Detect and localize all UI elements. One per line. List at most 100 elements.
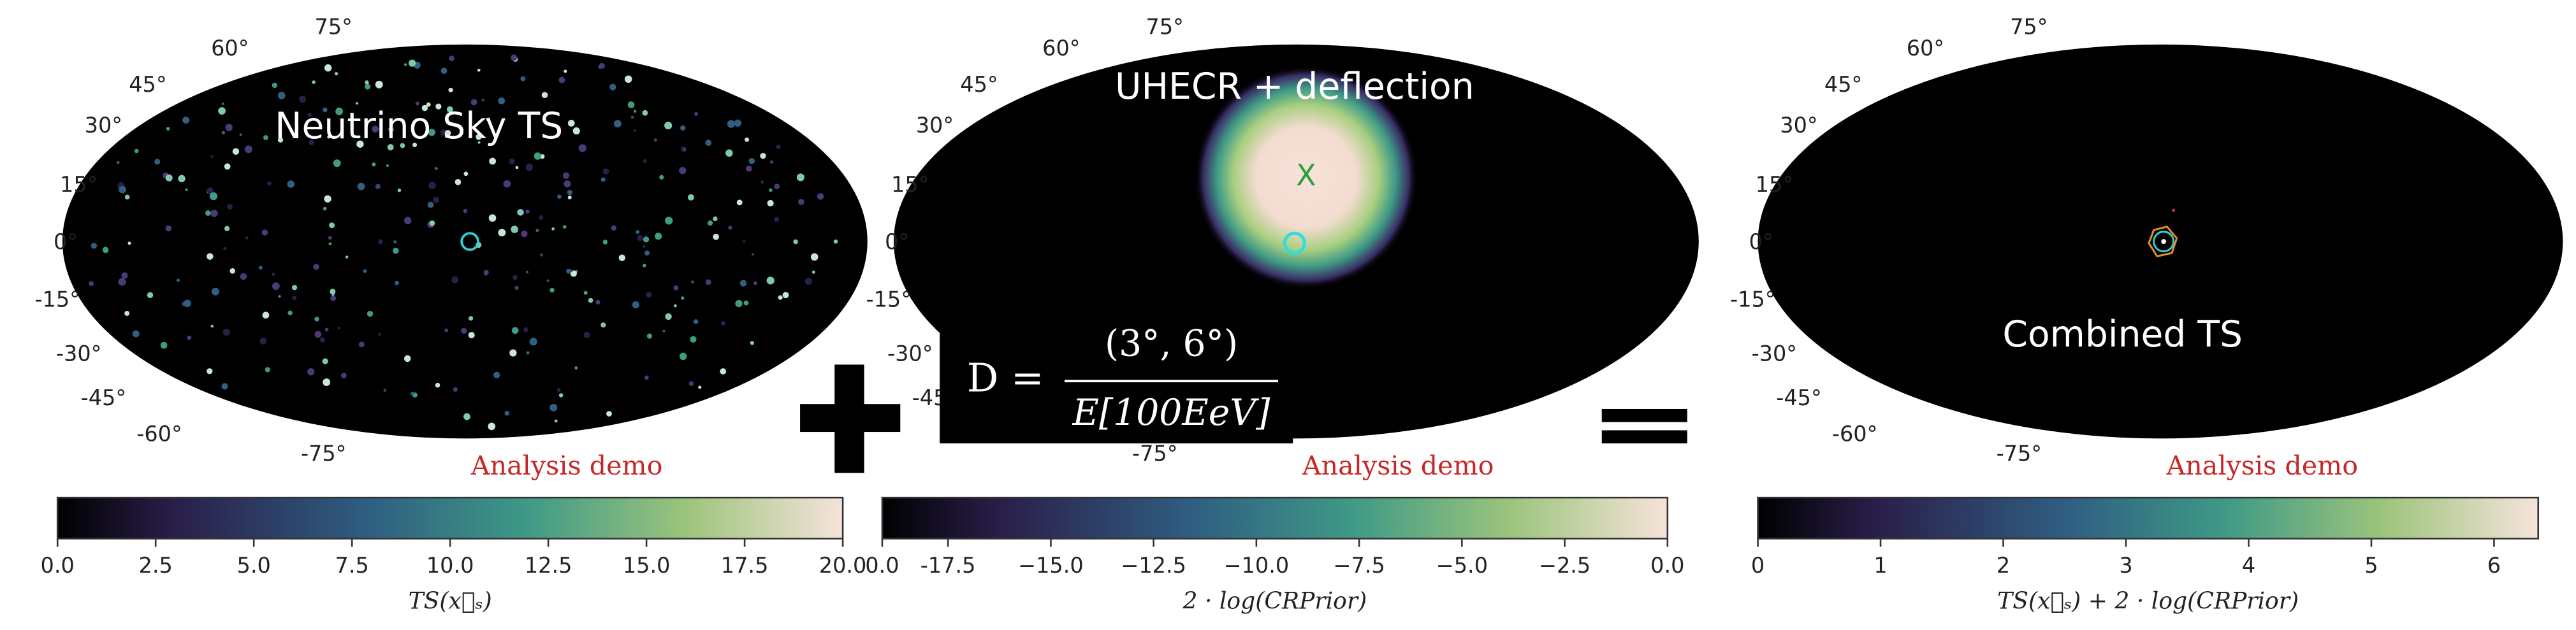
latitude-label: -15° xyxy=(1730,287,1775,311)
neutrino-hotspot xyxy=(91,243,98,249)
neutrino-hotspot xyxy=(470,99,477,106)
neutrino-hotspot xyxy=(498,229,506,237)
latitude-label: 60° xyxy=(211,36,249,61)
neutrino-hotspot xyxy=(566,268,571,274)
neutrino-hotspot xyxy=(229,268,235,274)
neutrino-hotspot xyxy=(118,278,126,286)
neutrino-hotspot xyxy=(680,147,685,150)
neutrino-hotspot xyxy=(323,206,327,211)
neutrino-hotspot xyxy=(205,210,211,216)
neutrino-hotspot xyxy=(567,195,572,200)
neutrino-hotspot xyxy=(796,173,804,182)
neutrino-hotspot xyxy=(600,322,606,328)
neutrino-hotspot xyxy=(782,292,789,299)
neutrino-hotspot xyxy=(751,253,755,256)
neutrino-hotspot xyxy=(211,287,219,296)
neutrino-hotspot xyxy=(277,92,286,99)
neutrino-hotspot xyxy=(817,193,824,200)
neutrino-hotspot xyxy=(312,80,316,84)
neutrino-hotspot xyxy=(221,383,228,390)
neutrino-hotspot xyxy=(330,295,337,301)
neutrino-hotspot xyxy=(705,279,711,285)
latitude-label: 0° xyxy=(1749,229,1773,254)
neutrino-hotspot xyxy=(644,250,650,256)
neutrino-hotspot xyxy=(760,153,766,159)
neutrino-hotspot xyxy=(258,266,263,270)
neutrino-hotspot xyxy=(165,225,172,232)
neutrino-hotspot xyxy=(331,293,335,296)
neutrino-hotspot xyxy=(512,275,518,280)
neutrino-hotspot xyxy=(461,327,467,334)
neutrino-hotspot xyxy=(539,215,544,220)
neutrino-hotspot xyxy=(309,140,315,146)
neutrino-hotspot xyxy=(427,201,434,208)
neutrino-hotspot xyxy=(679,167,687,175)
neutrino-hotspot xyxy=(330,289,336,295)
neutrino-hotspot xyxy=(244,145,252,154)
source-circle xyxy=(460,232,479,251)
colorbar-label: TS(x⃗ₛ) + 2 · log(CRPrior) xyxy=(1997,588,2299,615)
latitude-label: 30° xyxy=(1780,113,1817,138)
latitude-label: -75° xyxy=(1132,441,1177,466)
neutrino-hotspot xyxy=(535,229,539,233)
neutrino-hotspot xyxy=(372,162,376,167)
neutrino-hotspot xyxy=(673,285,679,291)
neutrino-hotspot xyxy=(600,177,606,182)
neutrino-hotspot xyxy=(222,329,230,336)
neutrino-hotspot xyxy=(609,83,616,90)
neutrino-hotspot xyxy=(503,180,511,188)
colorbar-tick-label: 5 xyxy=(2364,553,2378,578)
neutrino-hotspot xyxy=(357,182,365,190)
neutrino-hotspot xyxy=(187,335,192,340)
neutrino-hotspot xyxy=(448,87,453,92)
neutrino-hotspot xyxy=(769,160,774,164)
colorbar-tick-label: −2.5 xyxy=(1539,553,1590,578)
neutrino-hotspot xyxy=(778,295,783,300)
latitude-label: 15° xyxy=(891,172,929,197)
neutrino-hotspot xyxy=(602,240,608,245)
neutrino-hotspot xyxy=(334,71,338,76)
neutrino-hotspot xyxy=(319,337,326,343)
latitude-label: 45° xyxy=(960,72,998,97)
neutrino-hotspot xyxy=(232,148,240,155)
neutrino-hotspot xyxy=(486,117,491,122)
colorbar-tick-label: 0.0 xyxy=(865,553,899,578)
neutrino-hotspot xyxy=(262,311,270,319)
neutrino-hotspot xyxy=(435,382,440,388)
neutrino-hotspot xyxy=(119,185,126,194)
neutrino-hotspot xyxy=(426,102,431,107)
neutrino-hotspot xyxy=(225,124,233,131)
plus-sign xyxy=(800,404,901,433)
colorbar-tick-label: 1 xyxy=(1874,553,1887,578)
neutrino-hotspot xyxy=(333,159,341,168)
neutrino-hotspot xyxy=(504,410,510,416)
neutrino-hotspot xyxy=(811,270,815,274)
neutrino-hotspot xyxy=(434,166,438,171)
neutrino-hotspot xyxy=(636,230,640,234)
colorbar xyxy=(1757,496,2540,540)
colorbar-tick-label: 17.5 xyxy=(721,553,769,578)
neutrino-hotspot xyxy=(209,192,218,201)
latitude-label: -30° xyxy=(56,341,101,366)
neutrino-hotspot xyxy=(400,143,405,148)
neutrino-hotspot xyxy=(618,254,625,261)
neutrino-hotspot xyxy=(659,175,664,180)
neutrino-hotspot xyxy=(449,55,455,62)
neutrino-hotspot xyxy=(643,245,646,248)
neutrino-hotspot xyxy=(680,125,686,131)
neutrino-hotspot xyxy=(713,233,719,240)
latitude-label: -75° xyxy=(301,441,346,466)
latitude-label: -60° xyxy=(1832,422,1877,447)
neutrino-hotspot xyxy=(428,129,435,136)
neutrino-hotspot xyxy=(178,175,186,183)
neutrino-hotspot xyxy=(226,203,233,210)
latitude-label: 60° xyxy=(1907,36,1944,61)
neutrino-hotspot xyxy=(224,163,231,170)
neutrino-hotspot xyxy=(327,135,331,139)
neutrino-hotspot xyxy=(736,199,743,206)
neutrino-hotspot xyxy=(611,225,616,231)
neutrino-hotspot xyxy=(89,281,94,287)
neutrino-hotspot xyxy=(207,187,214,194)
neutrino-hotspot xyxy=(363,269,367,273)
